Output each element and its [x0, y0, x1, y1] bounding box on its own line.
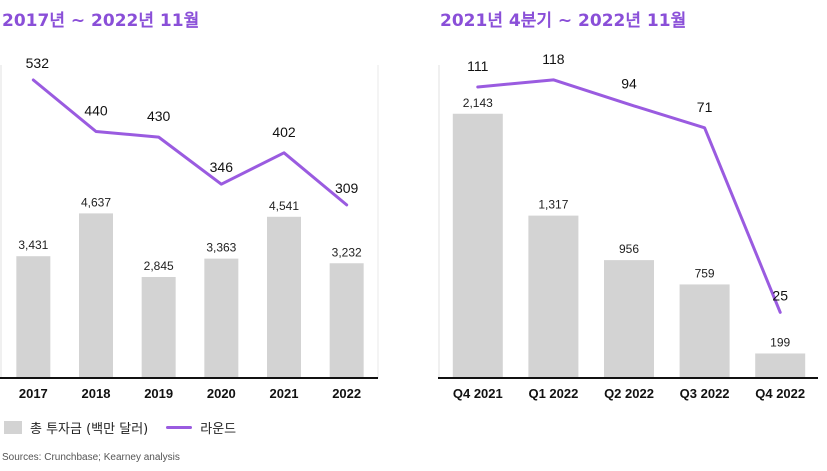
source-note: Sources: Crunchbase; Kearney analysis [2, 452, 180, 463]
bar-value-label: 956 [619, 242, 639, 256]
legend-bar-swatch [4, 421, 22, 434]
bar-value-label: 2,845 [144, 259, 174, 273]
bar-2018 [79, 213, 113, 378]
legend-rounds-label: 라운드 [200, 422, 237, 437]
bar-value-label: 1,317 [538, 198, 568, 212]
legend-line-swatch [166, 426, 193, 429]
bar-2022 [329, 263, 364, 378]
x-tick-label: 2022 [332, 386, 361, 401]
line-value-label: 346 [210, 159, 234, 175]
legend: 총 투자금 (백만 달러) 라운드 [4, 418, 236, 437]
bar-Q4 2022 [755, 353, 806, 378]
x-tick-label: 2020 [207, 386, 236, 401]
bar-2017 [16, 256, 51, 378]
left-chart-title: 2017년 ~ 2022년 11월 [2, 11, 200, 31]
line-value-label: 309 [335, 180, 359, 196]
x-tick-label: 2018 [82, 386, 111, 401]
line-value-label: 111 [467, 58, 488, 74]
bar-value-label: 3,431 [18, 238, 48, 252]
bar-2021 [267, 216, 301, 378]
line-value-label: 118 [542, 51, 565, 67]
line-value-label: 532 [26, 55, 50, 71]
line-value-label: 71 [697, 99, 713, 115]
bar-Q3 2022 [679, 284, 730, 378]
x-tick-label: 2021 [270, 386, 299, 401]
x-tick-label: Q2 2022 [604, 386, 654, 401]
x-tick-label: 2019 [144, 386, 173, 401]
x-tick-label: Q3 2022 [680, 386, 730, 401]
line-value-label: 94 [621, 75, 637, 91]
line-value-label: 440 [84, 103, 108, 119]
bar-Q4 2021 [452, 113, 503, 378]
x-tick-label: Q4 2021 [453, 386, 503, 401]
bar-2019 [141, 277, 176, 378]
bar-value-label: 3,232 [332, 245, 362, 259]
line-value-label: 25 [772, 287, 788, 303]
x-tick-label: Q1 2022 [528, 386, 578, 401]
bar-value-label: 759 [695, 266, 715, 280]
bar-Q2 2022 [604, 260, 654, 378]
bar-value-label: 4,541 [269, 199, 299, 213]
rounds-line [476, 78, 782, 314]
line-value-label: 402 [272, 124, 296, 140]
right-chart-title: 2021년 4분기 ~ 2022년 11월 [440, 11, 687, 31]
x-tick-label: Q4 2022 [755, 386, 805, 401]
bar-value-label: 3,363 [206, 241, 236, 255]
bar-2020 [204, 258, 239, 378]
bar-Q1 2022 [528, 215, 579, 378]
line-value-label: 430 [147, 108, 171, 124]
bar-value-label: 2,143 [463, 96, 493, 110]
bar-value-label: 199 [770, 335, 790, 349]
rounds-line [31, 78, 349, 207]
x-tick-label: 2017 [19, 386, 48, 401]
bar-value-label: 4,637 [81, 195, 111, 209]
legend-investment-label: 총 투자금 (백만 달러) [30, 422, 149, 437]
